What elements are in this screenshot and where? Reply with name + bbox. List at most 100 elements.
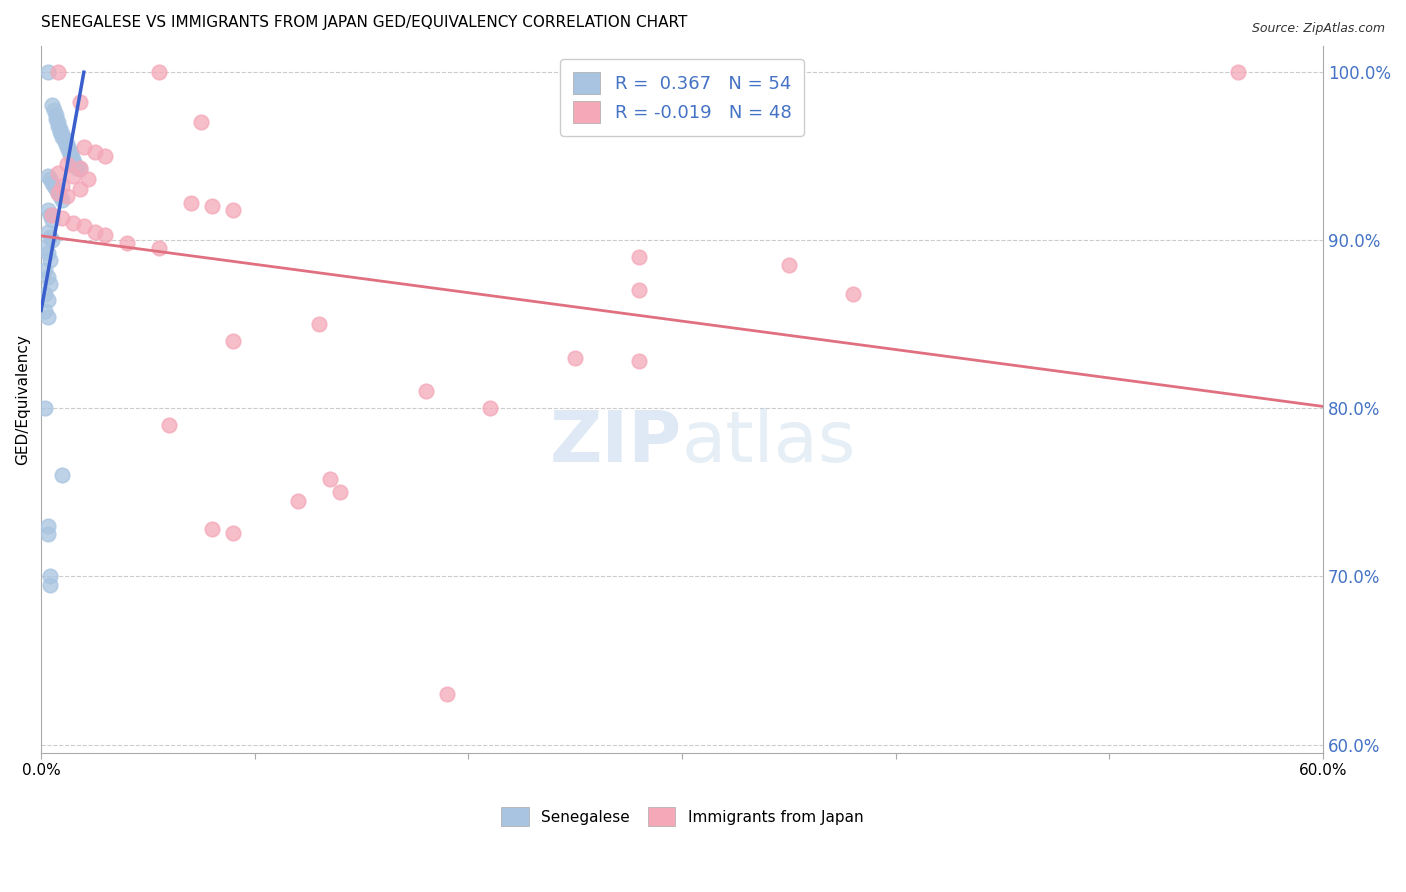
Point: [38, 229, 60, 244]
Point: [51, 127, 73, 141]
Point: [37, 519, 59, 533]
Point: [329, 485, 352, 500]
Point: [46, 186, 69, 200]
Point: [38, 569, 60, 583]
Point: [69, 162, 91, 177]
Point: [62, 152, 84, 166]
Point: [222, 525, 245, 540]
Point: [38, 253, 60, 268]
Point: [287, 493, 309, 508]
Point: [65, 157, 87, 171]
Point: [69, 182, 91, 196]
Point: [69, 95, 91, 109]
Point: [94, 227, 117, 242]
Point: [49, 121, 72, 136]
Point: [37, 527, 59, 541]
Point: [94, 149, 117, 163]
Point: [41, 176, 63, 190]
Point: [37, 293, 59, 308]
Point: [37, 269, 59, 284]
Point: [58, 145, 80, 160]
Point: [38, 578, 60, 592]
Point: [34, 263, 56, 277]
Point: [38, 208, 60, 222]
Point: [51, 179, 73, 194]
Point: [53, 132, 76, 146]
Y-axis label: GED/Equivalency: GED/Equivalency: [15, 334, 30, 466]
Point: [842, 286, 865, 301]
Point: [38, 172, 60, 186]
Point: [222, 202, 245, 217]
Point: [62, 169, 84, 183]
Point: [51, 130, 73, 145]
Point: [46, 166, 69, 180]
Point: [55, 140, 77, 154]
Point: [34, 286, 56, 301]
Point: [45, 182, 67, 196]
Point: [37, 64, 59, 78]
Point: [34, 401, 56, 416]
Point: [308, 317, 330, 331]
Point: [1226, 64, 1249, 78]
Point: [478, 401, 501, 416]
Point: [60, 151, 83, 165]
Point: [51, 211, 73, 225]
Point: [51, 468, 73, 483]
Point: [628, 250, 651, 264]
Point: [37, 246, 59, 260]
Point: [41, 233, 63, 247]
Point: [55, 189, 77, 203]
Point: [46, 119, 69, 133]
Point: [436, 687, 458, 701]
Point: [37, 225, 59, 239]
Point: [37, 202, 59, 217]
Point: [38, 277, 60, 291]
Point: [115, 236, 138, 251]
Point: [628, 354, 651, 368]
Point: [148, 64, 170, 78]
Point: [55, 157, 77, 171]
Point: [41, 212, 63, 227]
Point: [34, 303, 56, 318]
Point: [41, 98, 63, 112]
Point: [46, 64, 69, 78]
Point: [628, 284, 651, 298]
Point: [69, 161, 91, 175]
Point: [73, 219, 96, 234]
Point: [180, 195, 202, 210]
Point: [201, 199, 224, 213]
Point: [60, 147, 83, 161]
Point: [778, 258, 800, 272]
Point: [62, 155, 84, 169]
Point: [55, 136, 77, 151]
Point: [83, 145, 105, 160]
Point: [190, 115, 212, 129]
Point: [83, 225, 105, 239]
Point: [73, 140, 96, 154]
Point: [37, 310, 59, 325]
Text: SENEGALESE VS IMMIGRANTS FROM JAPAN GED/EQUIVALENCY CORRELATION CHART: SENEGALESE VS IMMIGRANTS FROM JAPAN GED/…: [41, 15, 688, 30]
Point: [58, 142, 80, 156]
Point: [66, 161, 89, 175]
Point: [42, 103, 65, 118]
Point: [157, 417, 180, 432]
Point: [564, 351, 586, 365]
Text: ZIP: ZIP: [550, 408, 682, 476]
Point: [201, 522, 224, 536]
Point: [46, 186, 69, 200]
Legend: Senegalese, Immigrants from Japan: Senegalese, Immigrants from Japan: [494, 799, 870, 833]
Point: [45, 108, 67, 122]
Point: [51, 193, 73, 207]
Point: [49, 189, 72, 203]
Point: [77, 172, 100, 186]
Point: [34, 241, 56, 255]
Point: [42, 179, 65, 194]
Point: [49, 125, 72, 139]
Point: [45, 112, 67, 126]
Point: [62, 216, 84, 230]
Point: [318, 472, 340, 486]
Point: [148, 241, 170, 255]
Point: [37, 169, 59, 183]
Text: atlas: atlas: [682, 408, 856, 476]
Text: Source: ZipAtlas.com: Source: ZipAtlas.com: [1251, 22, 1385, 36]
